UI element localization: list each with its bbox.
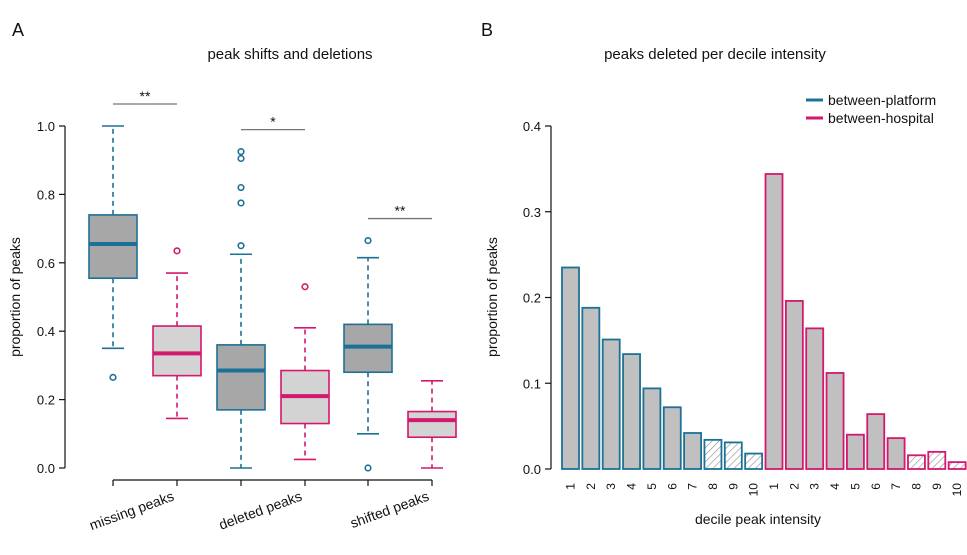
x-tick-label: 3 <box>604 483 618 490</box>
x-category-label: deleted peaks <box>217 488 304 533</box>
box-body <box>216 344 266 411</box>
panel-b-y-ticks: 0.0 0.1 0.2 0.3 0.4 <box>523 119 551 477</box>
significance-label: * <box>270 114 276 130</box>
bar <box>561 266 580 470</box>
y-tick-label: 0.4 <box>523 119 541 134</box>
outlier-point <box>237 242 245 250</box>
x-tick-label: 8 <box>706 483 720 490</box>
x-tick-label: 5 <box>848 483 862 490</box>
x-tick-label: 5 <box>645 483 659 490</box>
panel-b-x-labels: 1 2 3 4 5 6 7 8 9 10 1 2 3 4 5 6 7 8 9 10 <box>564 483 965 497</box>
y-tick-label: 0.1 <box>523 376 541 391</box>
bar <box>927 450 947 470</box>
outlier-point <box>237 154 245 163</box>
x-tick-label: 9 <box>726 483 740 490</box>
y-tick-label: 0.8 <box>37 187 55 202</box>
outlier-point <box>109 373 117 381</box>
bar <box>662 406 682 470</box>
panel-a-boxes <box>88 125 457 472</box>
panel-a-letter: A <box>12 20 24 40</box>
y-tick-label: 1.0 <box>37 119 55 134</box>
bar <box>947 461 967 470</box>
bar <box>642 387 662 470</box>
x-tick-label: 4 <box>828 483 842 490</box>
x-tick-label: 9 <box>930 483 944 490</box>
x-tick-label: 3 <box>808 483 822 490</box>
x-tick-label: 2 <box>787 483 801 490</box>
bar <box>886 437 906 470</box>
bar <box>703 438 723 470</box>
bar <box>866 413 886 470</box>
panel-a-title: peak shifts and deletions <box>207 46 372 63</box>
x-category-label: missing peaks <box>87 488 176 533</box>
x-tick-label: 7 <box>686 483 700 490</box>
panel-a: A peak shifts and deletions proportion o… <box>7 20 457 533</box>
panel-a-y-ticks: 0.0 0.2 0.4 0.6 0.8 1.0 <box>37 119 65 476</box>
legend-label-platform: between-platform <box>828 92 936 108</box>
x-tick-label: 7 <box>889 483 903 490</box>
bar <box>744 452 764 470</box>
panel-b-x-axis-label: decile peak intensity <box>695 511 821 527</box>
panel-a-significance: ***** <box>113 88 432 220</box>
x-tick-label: 1 <box>767 483 781 490</box>
panel-b-letter: B <box>481 20 493 40</box>
x-category-label: shifted peaks <box>348 488 431 531</box>
box-body <box>152 325 202 377</box>
x-tick-label: 6 <box>665 483 679 490</box>
outlier-point <box>173 247 181 255</box>
x-tick-label: 10 <box>747 483 761 497</box>
y-tick-label: 0.2 <box>37 393 55 408</box>
bar <box>622 353 641 470</box>
significance-label: ** <box>140 88 151 104</box>
box-body <box>88 214 138 279</box>
x-tick-label: 8 <box>909 483 923 490</box>
bar <box>764 173 784 470</box>
outlier-point <box>364 464 372 472</box>
panel-b-title: peaks deleted per decile intensity <box>604 46 826 63</box>
panel-b: B peaks deleted per decile intensity pro… <box>481 20 967 527</box>
bar <box>581 306 601 470</box>
legend: between-platform between-hospital <box>806 92 936 126</box>
y-tick-label: 0.0 <box>37 461 55 476</box>
panel-b-y-axis-label: proportion of peaks <box>484 237 500 357</box>
bar <box>825 372 845 470</box>
bar <box>683 432 702 470</box>
x-tick-label: 2 <box>584 483 598 490</box>
x-tick-label: 6 <box>869 483 883 490</box>
bar <box>723 441 743 470</box>
bar <box>846 433 865 470</box>
outlier-point <box>237 183 245 192</box>
y-tick-label: 0.4 <box>37 324 55 339</box>
panel-a-y-axis-label: proportion of peaks <box>7 237 23 357</box>
outlier-point <box>237 148 245 156</box>
bar <box>907 454 926 470</box>
x-tick-label: 1 <box>564 483 578 490</box>
outlier-point <box>301 283 309 291</box>
y-tick-label: 0.0 <box>523 462 541 477</box>
legend-label-hospital: between-hospital <box>828 110 934 126</box>
x-tick-label: 10 <box>950 483 964 497</box>
y-tick-label: 0.6 <box>37 256 55 271</box>
panel-a-x-labels: missing peaks deleted peaks shifted peaks <box>87 480 433 533</box>
outlier-point <box>364 236 372 245</box>
x-tick-label: 4 <box>625 483 639 490</box>
bar <box>784 300 804 470</box>
bar <box>601 338 621 470</box>
panel-b-bars <box>561 173 967 470</box>
y-tick-label: 0.2 <box>523 291 541 306</box>
bar <box>805 327 825 470</box>
significance-label: ** <box>395 203 406 219</box>
outlier-point <box>237 199 245 207</box>
y-tick-label: 0.3 <box>523 205 541 220</box>
box-body <box>407 410 457 439</box>
